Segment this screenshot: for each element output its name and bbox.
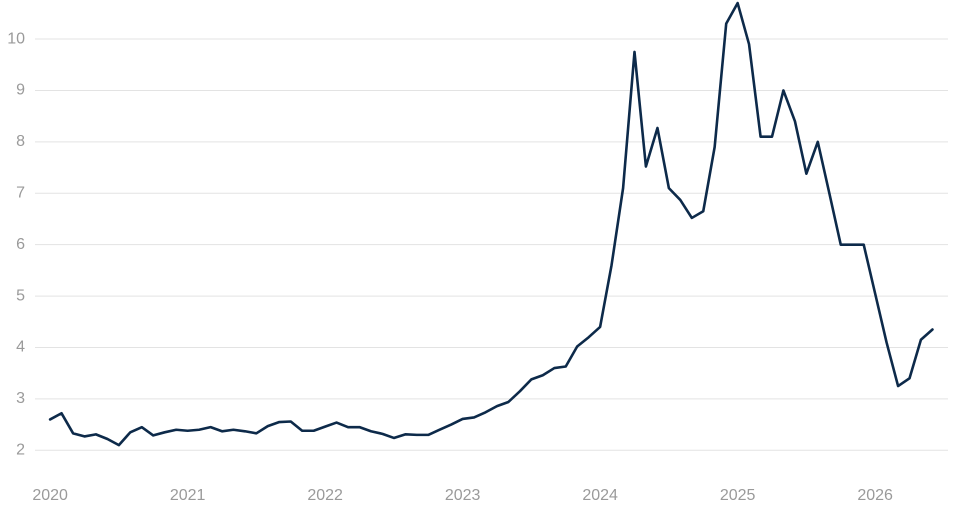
y-tick-label: 2 [16, 442, 25, 459]
x-tick-label: 2022 [307, 487, 343, 504]
x-tick-label: 2020 [32, 487, 68, 504]
x-tick-label: 2023 [445, 487, 481, 504]
x-tick-label: 2026 [857, 487, 893, 504]
x-tick-label: 2021 [170, 487, 206, 504]
y-tick-label: 6 [16, 236, 25, 253]
y-tick-label: 7 [16, 184, 25, 201]
x-tick-label: 2024 [582, 487, 618, 504]
y-tick-label: 10 [7, 30, 25, 47]
y-tick-label: 3 [16, 390, 25, 407]
y-tick-label: 4 [16, 339, 25, 356]
line [48, 1, 934, 447]
x-tick-label: 2025 [720, 487, 756, 504]
y-tick-label: 5 [16, 287, 25, 304]
y-tick-label: 9 [16, 82, 25, 99]
y-tick-label: 8 [16, 133, 25, 150]
